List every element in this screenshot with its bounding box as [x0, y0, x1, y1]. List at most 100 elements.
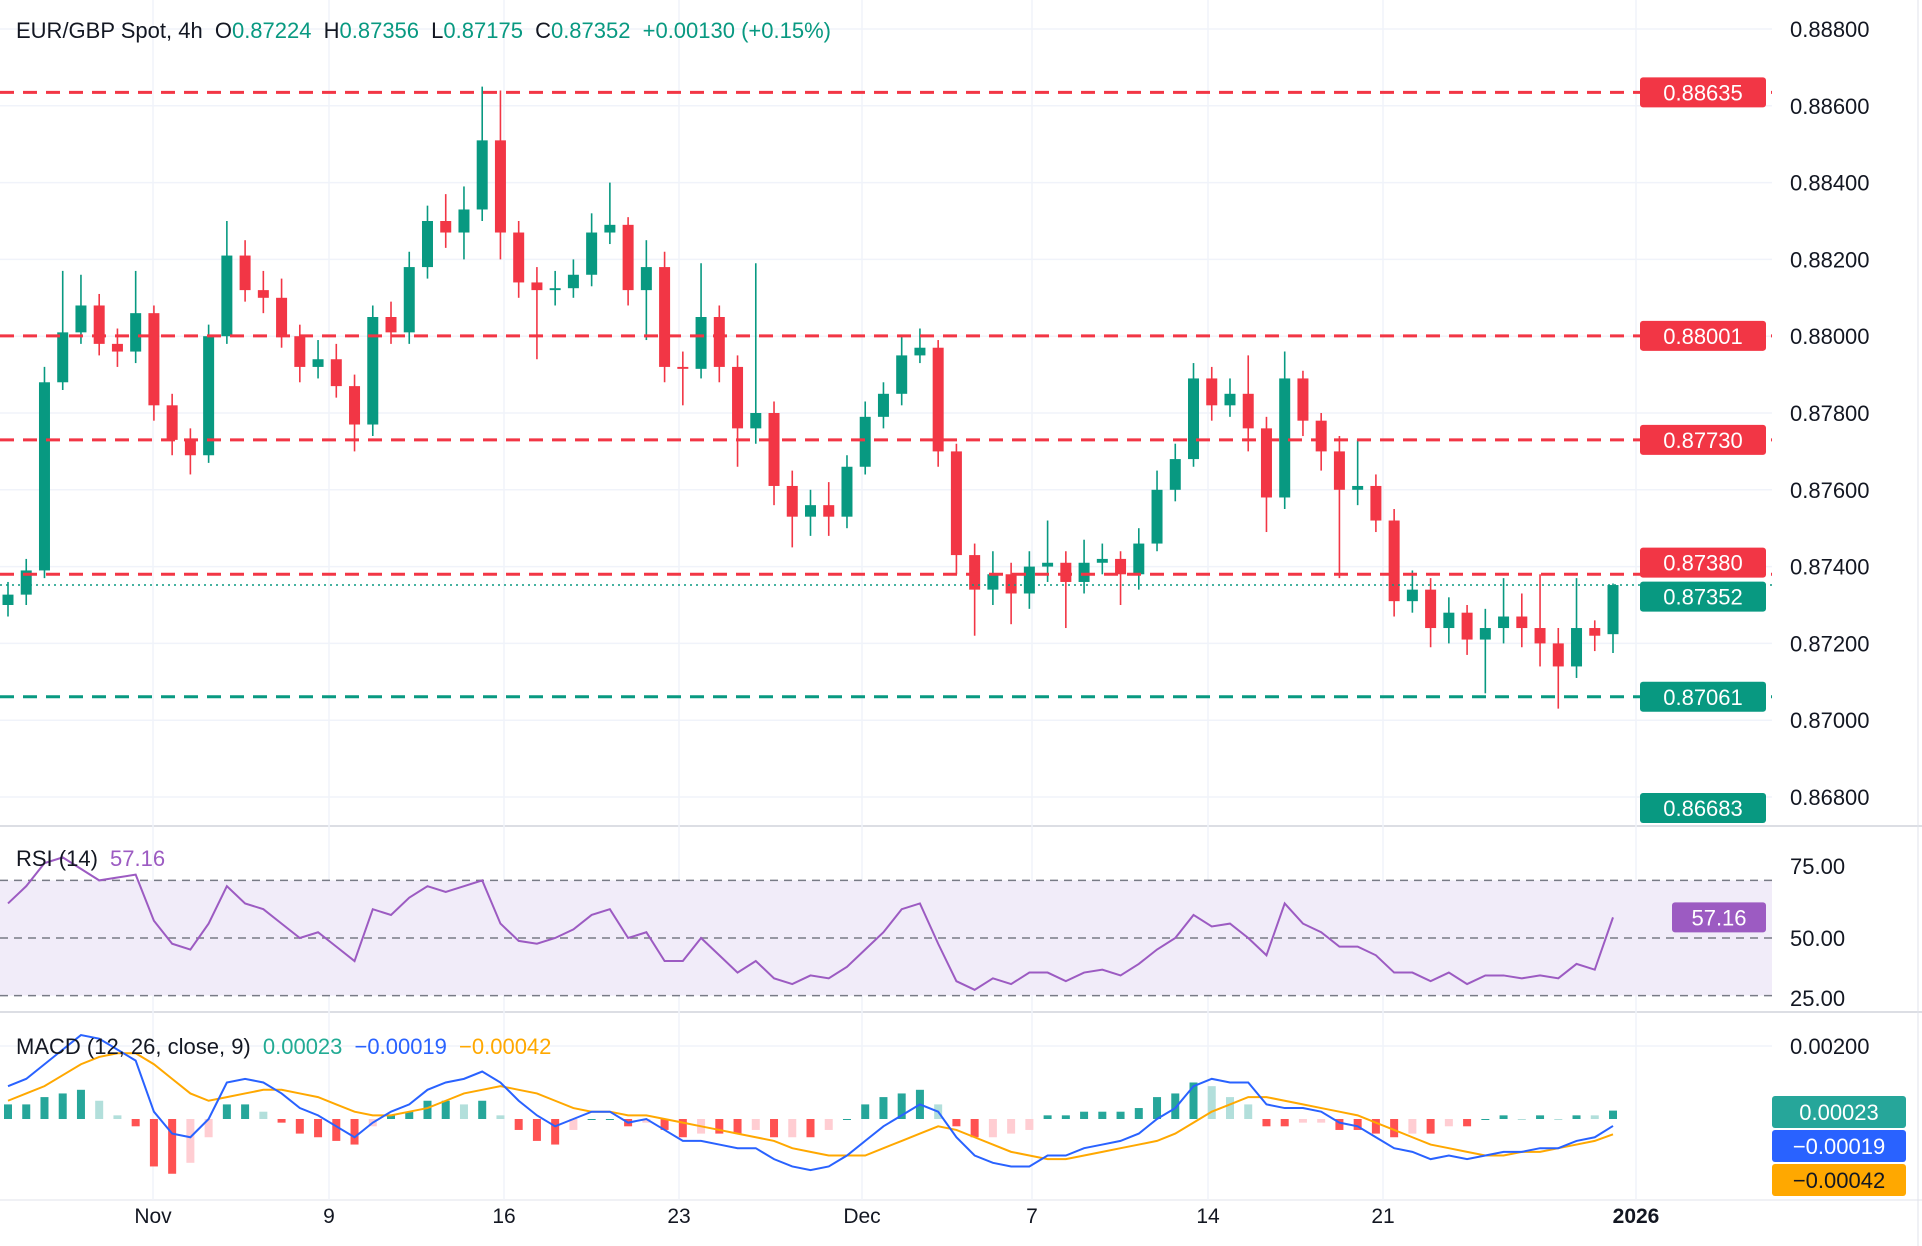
macd-histogram-bar: [861, 1104, 870, 1119]
candle-body: [1023, 566, 1035, 594]
price-tick-label: 0.88000: [1790, 324, 1870, 349]
macd-histogram-bar: [1554, 1119, 1563, 1120]
x-tick-label: 16: [492, 1205, 516, 1228]
macd-value-label: −0.00019: [1793, 1134, 1885, 1159]
candle: [1060, 551, 1072, 629]
candle-body: [823, 505, 835, 517]
macd-histogram-bar: [1371, 1119, 1380, 1134]
price-tick-label: 0.87400: [1790, 555, 1870, 580]
macd-histogram-bar: [186, 1119, 195, 1163]
macd-histogram-bar: [678, 1119, 687, 1138]
change-value: +0.00130 (+0.15%): [642, 18, 831, 43]
price-tick-label: 0.86800: [1790, 785, 1870, 810]
level-label: 0.88635: [1663, 80, 1743, 105]
candle-body: [1388, 520, 1400, 602]
macd-histogram-bar: [259, 1111, 268, 1119]
macd-histogram-bar: [1317, 1119, 1326, 1123]
candle: [1151, 470, 1163, 552]
macd-signal-value: −0.00042: [459, 1034, 552, 1059]
macd-legend: MACD (12, 26, close, 9) 0.00023 −0.00019…: [16, 1034, 557, 1060]
macd-value-label-bg: [1772, 1096, 1906, 1128]
candle-body: [1333, 451, 1345, 490]
candle: [294, 324, 306, 383]
rsi-tick-label: 75.00: [1790, 854, 1845, 879]
candle-body: [239, 255, 251, 291]
macd-value-label: −0.00042: [1793, 1168, 1885, 1193]
macd-histogram-bar: [1463, 1119, 1472, 1127]
x-tick-label: 23: [667, 1205, 691, 1228]
candle: [841, 455, 853, 529]
candle: [987, 551, 999, 605]
macd-value-label: 0.00023: [1799, 1100, 1879, 1125]
price-tick-label: 0.88400: [1790, 171, 1870, 196]
candle-body: [2, 594, 14, 605]
candle-body: [93, 305, 105, 344]
candle-body: [1571, 628, 1583, 667]
macd-histogram-bar: [204, 1119, 213, 1138]
macd-histogram-bar: [1481, 1119, 1490, 1120]
candle: [312, 340, 324, 379]
candle-body: [1352, 485, 1364, 490]
candle-body: [1169, 459, 1181, 490]
candle-body: [659, 267, 671, 367]
macd-histogram-bar: [1262, 1119, 1271, 1127]
candle-body: [531, 282, 543, 291]
macd-histogram-bar: [222, 1104, 231, 1119]
candle: [732, 355, 744, 467]
candle-body: [914, 347, 926, 356]
candle: [1352, 439, 1364, 506]
level-label: 0.87380: [1663, 551, 1743, 576]
symbol-title: EUR/GBP Spot, 4h: [16, 18, 203, 43]
macd-histogram-bar: [1098, 1111, 1107, 1119]
candle-body: [20, 570, 32, 595]
macd-histogram-bar: [241, 1104, 250, 1119]
macd-histogram-bar: [478, 1100, 487, 1119]
level-label-bg: [1640, 681, 1766, 712]
candle: [1589, 620, 1601, 652]
candle-body: [330, 359, 342, 387]
candle: [531, 267, 543, 360]
high-label: H: [323, 18, 340, 43]
candle: [1534, 574, 1546, 667]
macd-title: MACD (12, 26, close, 9): [16, 1034, 251, 1059]
candle: [695, 263, 707, 379]
candle: [805, 489, 816, 536]
macd-histogram-bar: [113, 1115, 122, 1119]
candle: [330, 343, 342, 398]
macd-histogram-bar: [1134, 1108, 1143, 1119]
macd-histogram-bar: [149, 1119, 158, 1167]
rsi-value: 57.16: [110, 846, 166, 871]
candle-body: [130, 313, 142, 352]
macd-histogram-bar: [1225, 1097, 1234, 1119]
macd-histogram-bar: [168, 1119, 177, 1174]
candle-body: [713, 317, 725, 367]
macd-histogram-bar: [1444, 1119, 1453, 1127]
candle-body: [549, 288, 561, 291]
candle-body: [294, 336, 306, 367]
candle: [659, 251, 671, 383]
candle: [1406, 570, 1418, 613]
candle-body: [367, 317, 379, 425]
candle-body: [1260, 428, 1272, 498]
macd-histogram-bar: [1499, 1115, 1508, 1119]
candle: [1279, 351, 1291, 509]
macd-histogram-bar: [350, 1119, 359, 1145]
candle: [823, 482, 835, 536]
macd-hist-value: 0.00023: [262, 1034, 343, 1059]
macd-histogram-bar: [1298, 1119, 1307, 1123]
macd-histogram-bar: [514, 1119, 523, 1130]
price-tick-label: 0.88600: [1790, 94, 1870, 119]
macd-histogram-bar: [1080, 1111, 1089, 1119]
candle: [1571, 578, 1583, 678]
candle: [768, 401, 780, 506]
macd-histogram-bar: [1025, 1119, 1034, 1130]
candle: [604, 182, 616, 245]
candle: [1078, 539, 1090, 594]
candle: [896, 336, 908, 406]
candle-body: [1078, 562, 1090, 582]
candle-body: [877, 393, 889, 417]
candle: [203, 324, 215, 463]
macd-histogram-bar: [1426, 1119, 1435, 1134]
price-tick-label: 0.87800: [1790, 401, 1870, 426]
